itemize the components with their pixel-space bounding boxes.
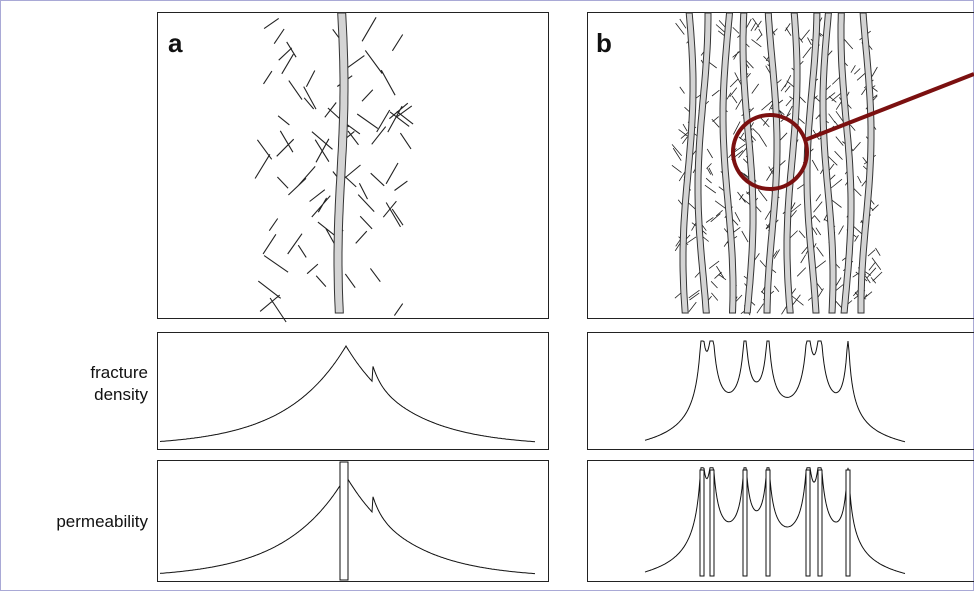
density-curve bbox=[644, 340, 906, 443]
fault-permeability bbox=[709, 469, 715, 577]
highlight-circle bbox=[731, 113, 809, 191]
fault-zone bbox=[783, 12, 801, 314]
highlight bbox=[731, 72, 974, 191]
fault-zone bbox=[719, 12, 737, 314]
fault-zone bbox=[837, 12, 855, 314]
panel-b-density-box bbox=[587, 332, 974, 450]
row-label: fracture bbox=[90, 363, 148, 382]
highlight-pointer bbox=[804, 72, 974, 142]
panel-a-perm-box bbox=[157, 460, 549, 582]
panel-a-density-box bbox=[157, 332, 549, 450]
fault-zone bbox=[679, 12, 697, 314]
fault-permeability bbox=[699, 469, 705, 577]
fractures bbox=[254, 17, 414, 323]
panel-label: b bbox=[596, 28, 612, 58]
panel-a-box bbox=[157, 12, 549, 319]
fault-permeability bbox=[817, 469, 823, 577]
fault-permeability bbox=[805, 469, 811, 577]
fault-zone bbox=[819, 12, 837, 314]
row-label: density bbox=[94, 385, 148, 404]
density-curve bbox=[159, 345, 536, 443]
panel-b-box bbox=[587, 12, 974, 319]
panel-boxes bbox=[157, 12, 974, 582]
fault-permeability bbox=[339, 461, 349, 581]
panel-label: a bbox=[168, 28, 183, 58]
fault-zone bbox=[803, 12, 821, 314]
fault-permeability bbox=[765, 469, 771, 577]
drawing bbox=[159, 12, 906, 581]
fault-zone bbox=[739, 12, 757, 314]
fault-permeability bbox=[742, 469, 748, 577]
fault-zone bbox=[333, 12, 349, 314]
permeability-curve bbox=[644, 467, 906, 574]
panel-b-perm-box bbox=[587, 460, 974, 582]
fault-permeability bbox=[845, 469, 851, 577]
fault-zone bbox=[694, 12, 712, 314]
row-label: permeability bbox=[56, 512, 148, 531]
